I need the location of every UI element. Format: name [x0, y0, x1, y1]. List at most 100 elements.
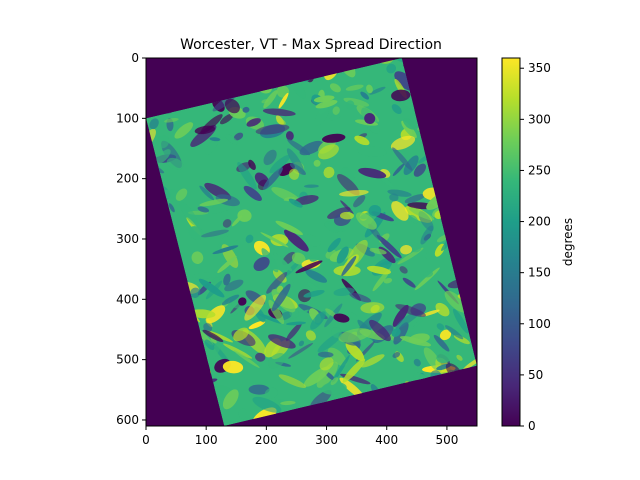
x-tick-label: 300 [315, 433, 338, 447]
terrain-texture-patch [404, 193, 426, 204]
x-axis: 0 100 200 300 400 500 [142, 426, 458, 447]
terrain-texture-patch [369, 86, 386, 95]
terrain-texture-patch [295, 260, 323, 274]
terrain-texture-patch [413, 163, 427, 177]
terrain-texture-patch [323, 166, 335, 179]
terrain-texture-patch [268, 299, 285, 325]
terrain-texture-patch [403, 155, 419, 176]
terrain-texture-patch [156, 135, 170, 149]
terrain-texture-patch [224, 279, 244, 292]
terrain-texture-patch [216, 232, 229, 249]
terrain-texture-patch [285, 322, 302, 342]
terrain-texture-patch [408, 207, 435, 221]
terrain-texture-patch [324, 223, 346, 232]
terrain-texture-patch [291, 252, 306, 265]
terrain-texture-patch [315, 100, 338, 109]
terrain-texture-patch [205, 340, 223, 364]
terrain-texture-patch [264, 387, 278, 399]
terrain-texture-patch [273, 252, 293, 272]
terrain-texture-patch [333, 287, 355, 297]
terrain-texture-patch [444, 290, 468, 313]
terrain-texture-patch [285, 131, 294, 141]
terrain-texture-patch [391, 328, 401, 337]
terrain-texture-patch [263, 167, 283, 190]
terrain-texture-patch [289, 309, 309, 319]
terrain-texture-patch [268, 334, 296, 349]
terrain-texture-patch [278, 374, 307, 389]
terrain-texture-patch [278, 92, 289, 109]
terrain-texture-patch [164, 118, 179, 123]
terrain-texture-patch [343, 97, 370, 107]
terrain-texture-patch [298, 340, 305, 347]
terrain-texture-patch [237, 162, 257, 190]
terrain-texture-patch [262, 108, 296, 117]
terrain-texture-patch [198, 278, 225, 298]
terrain-texture-patch [439, 329, 452, 341]
terrain-texture-patch [248, 320, 266, 330]
terrain-texture-patch [423, 271, 434, 278]
terrain-texture-patch [304, 184, 319, 188]
terrain-texture-patch [199, 198, 229, 207]
terrain-texture-patch [445, 325, 464, 340]
terrain-texture-patch [391, 89, 411, 102]
terrain-texture-patch [253, 256, 270, 272]
terrain-texture-patch [341, 255, 357, 277]
terrain-texture-patch [333, 313, 350, 323]
terrain-texture-patch [345, 100, 355, 110]
terrain-texture-patch [376, 234, 402, 259]
terrain-texture-patch [242, 106, 250, 113]
x-tick-label: 200 [255, 433, 278, 447]
terrain-texture-patch [349, 292, 372, 303]
terrain-texture-patch [342, 358, 366, 383]
terrain-texture-patch [263, 90, 278, 109]
terrain-texture-patch [399, 266, 408, 274]
terrain-texture-patch [318, 144, 339, 160]
terrain-texture-patch [210, 336, 217, 344]
colorbar-tick-label: 50 [528, 368, 543, 382]
terrain-texture-patch [275, 220, 303, 236]
terrain-texture-patch [260, 232, 289, 248]
terrain-texture-patch [360, 91, 370, 100]
terrain-texture-patch [340, 211, 354, 220]
terrain-texture-patch [332, 106, 340, 115]
terrain-texture-patch [392, 352, 401, 358]
colorbar-label: degrees [561, 218, 575, 266]
terrain-texture-patch [194, 125, 216, 135]
terrain-texture-patch [325, 371, 335, 381]
terrain-texture-patch [155, 149, 171, 165]
terrain-texture-patch [284, 259, 302, 278]
terrain-texture-patch [321, 133, 346, 143]
terrain-texture-patch [408, 214, 419, 224]
y-tick-label: 300 [116, 232, 139, 246]
terrain-texture-patch [329, 83, 341, 93]
terrain-texture-patch [294, 195, 319, 205]
terrain-texture-patch [255, 124, 290, 135]
terrain-texture-patch [369, 319, 391, 342]
terrain-texture-patch [358, 167, 387, 179]
y-tick-label: 600 [116, 413, 139, 427]
terrain-texture-patch [305, 269, 328, 283]
terrain-texture-patch [191, 251, 204, 264]
terrain-texture-patch [284, 229, 309, 252]
terrain-texture-patch [331, 354, 350, 384]
terrain-texture-patch [436, 323, 445, 331]
terrain-texture-patch [317, 351, 334, 358]
terrain-texture-patch [360, 302, 385, 314]
terrain-texture-patch [203, 323, 213, 332]
terrain-texture-patch [456, 354, 463, 361]
terrain-texture-patch [354, 135, 370, 146]
terrain-texture-patch [420, 225, 434, 245]
colorbar-tick-label: 100 [528, 317, 551, 331]
terrain-texture-patch [345, 341, 365, 361]
terrain-texture-patch [413, 358, 421, 367]
terrain-texture-patch [222, 219, 232, 228]
terrain-texture-patch [327, 207, 351, 219]
terrain-texture-patch [378, 257, 402, 266]
terrain-texture-patch [205, 139, 218, 155]
terrain-texture-patch [276, 118, 286, 126]
plot-frame [145, 57, 478, 427]
terrain-texture-patch [223, 343, 253, 359]
x-tick-label: 500 [435, 433, 458, 447]
terrain-texture-patch [392, 163, 405, 176]
